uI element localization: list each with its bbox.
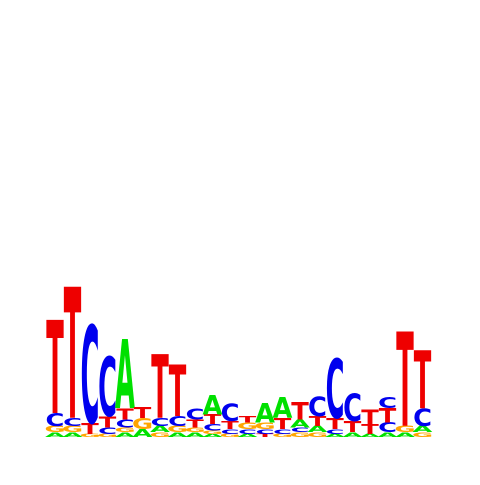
logo-letter-g: G <box>184 427 205 434</box>
logo-letter-t: T <box>414 336 432 427</box>
logo-letter-c: C <box>326 428 345 435</box>
logo-letter-t: T <box>99 413 117 431</box>
logo-letter-t: T <box>169 352 187 433</box>
logo-letter-a: A <box>45 431 66 438</box>
logo-letter-g: G <box>132 415 153 433</box>
logo-letter-c: C <box>291 427 310 434</box>
logo-letter-c: C <box>221 428 240 435</box>
logo-letter-g: G <box>237 421 258 431</box>
logo-letter-g: G <box>307 431 328 438</box>
logo-letter-g: G <box>254 421 275 431</box>
logo-letter-c: C <box>378 420 397 435</box>
logo-letter-t: T <box>326 415 344 433</box>
logo-letter-a: A <box>185 431 206 438</box>
logo-letter-a: A <box>203 433 224 438</box>
logo-letter-c: C <box>81 299 100 455</box>
logo-letter-a: A <box>413 424 433 434</box>
logo-letter-c: C <box>63 416 82 429</box>
logo-letter-t: T <box>344 418 362 436</box>
logo-letter-t: T <box>291 397 309 425</box>
logo-letter-c: C <box>186 405 205 423</box>
logo-letter-g: G <box>394 424 415 434</box>
logo-letter-g: G <box>272 433 293 438</box>
logo-letter-g: G <box>114 427 135 434</box>
logo-letter-t: T <box>116 405 134 423</box>
logo-letter-c: C <box>256 428 275 435</box>
logo-letter-t: T <box>256 433 274 438</box>
logo-letter-a: A <box>325 433 346 438</box>
logo-letter-a: A <box>378 431 399 438</box>
logo-letter-t: T <box>151 338 169 440</box>
logo-letter-a: A <box>273 393 293 426</box>
logo-letter-a: A <box>238 433 259 438</box>
logo-letter-c: C <box>151 416 170 429</box>
logo-letter-c: C <box>116 417 135 430</box>
logo-letter-a: A <box>255 399 275 429</box>
logo-letter-c: C <box>308 393 327 423</box>
logo-letter-t: T <box>274 415 292 433</box>
logo-letter-a: A <box>203 391 223 421</box>
logo-letter-g: G <box>289 431 310 438</box>
logo-letter-c: C <box>238 428 257 435</box>
logo-letter-c: C <box>378 394 397 412</box>
logo-letter-a: A <box>133 427 154 440</box>
logo-letter-t: T <box>309 414 327 429</box>
logo-letter-g: G <box>44 424 65 434</box>
logo-letter-t: T <box>64 253 82 462</box>
logo-letter-t: T <box>134 403 152 421</box>
logo-letter-a: A <box>168 431 189 438</box>
logo-letter-t: T <box>379 405 397 427</box>
logo-letter-t: T <box>221 419 239 432</box>
logo-letter-a: A <box>115 322 135 431</box>
logo-letter-g: G <box>219 433 240 438</box>
logo-letter-t: T <box>81 419 99 437</box>
logo-letter-c: C <box>326 344 345 438</box>
logo-letter-t: T <box>46 295 64 443</box>
logo-letter-g: G <box>97 433 118 438</box>
logo-letter-a: A <box>63 431 84 438</box>
logo-letter-t: T <box>361 407 379 429</box>
logo-letter-a: A <box>150 424 170 434</box>
logo-letter-a: A <box>343 431 364 438</box>
logo-letter-g: G <box>202 430 223 435</box>
logo-letter-a: A <box>360 433 381 438</box>
logo-letter-c: C <box>203 422 222 432</box>
logo-letter-c: C <box>46 411 65 431</box>
logo-letter-c: C <box>273 428 292 435</box>
logo-letter-t: T <box>186 417 204 430</box>
logo-letter-c: C <box>98 342 117 436</box>
logo-letter-t: T <box>239 414 257 424</box>
logo-letter-c: C <box>221 399 240 427</box>
logo-letter-g: G <box>62 424 83 434</box>
logo-letter-a: A <box>115 431 136 438</box>
logo-letter-g: G <box>167 424 188 434</box>
logo-letter-c: C <box>168 414 187 429</box>
logo-letter-t: T <box>396 305 414 456</box>
logo-letter-t: T <box>204 412 222 427</box>
logo-letter-a: A <box>290 417 311 430</box>
logo-letter-c: C <box>343 386 362 430</box>
logo-letter-g: G <box>412 431 433 438</box>
logo-letter-c: C <box>413 404 432 432</box>
logo-letter-g: G <box>79 433 100 438</box>
logo-letter-a: A <box>308 424 328 434</box>
logo-stacks: AGCTAGCTGTCGCTCAGCTAAGTGACTAGCTAGTCAGCTA… <box>44 253 433 462</box>
logo-letter-a: A <box>395 431 416 438</box>
logo-letter-g: G <box>149 431 170 438</box>
logo-letter-c: C <box>98 426 117 436</box>
logo-letter-t: T <box>361 422 379 437</box>
